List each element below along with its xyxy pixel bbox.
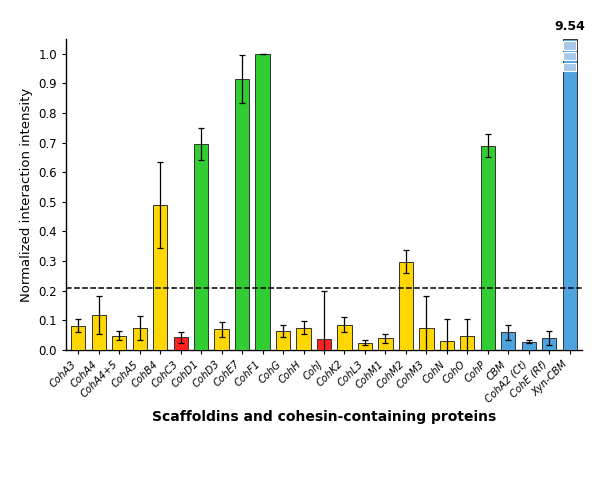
Bar bbox=[214, 329, 229, 350]
Bar bbox=[440, 341, 454, 350]
Bar bbox=[235, 79, 249, 350]
Bar bbox=[378, 338, 392, 350]
Y-axis label: Normalized interaction intensity: Normalized interaction intensity bbox=[20, 87, 33, 301]
Bar bbox=[542, 338, 556, 350]
Bar bbox=[337, 325, 352, 350]
Bar bbox=[194, 144, 208, 350]
Bar bbox=[563, 41, 576, 50]
Bar bbox=[256, 53, 270, 350]
Bar bbox=[153, 205, 167, 350]
Bar bbox=[563, 39, 577, 350]
Bar bbox=[563, 52, 576, 60]
Bar bbox=[501, 332, 515, 350]
Bar bbox=[92, 315, 106, 350]
Bar bbox=[399, 261, 413, 350]
Bar bbox=[358, 343, 372, 350]
Bar bbox=[460, 336, 475, 350]
Bar bbox=[112, 336, 127, 350]
Bar bbox=[173, 337, 188, 350]
Bar bbox=[317, 339, 331, 350]
Bar bbox=[419, 329, 434, 350]
Bar bbox=[296, 328, 311, 350]
Bar bbox=[71, 326, 85, 350]
Bar bbox=[563, 63, 576, 71]
Bar bbox=[276, 331, 290, 350]
Text: 9.54: 9.54 bbox=[554, 20, 585, 33]
Bar bbox=[521, 342, 536, 350]
X-axis label: Scaffoldins and cohesin-containing proteins: Scaffoldins and cohesin-containing prote… bbox=[152, 410, 496, 424]
Bar bbox=[133, 329, 147, 350]
Bar bbox=[481, 145, 495, 350]
